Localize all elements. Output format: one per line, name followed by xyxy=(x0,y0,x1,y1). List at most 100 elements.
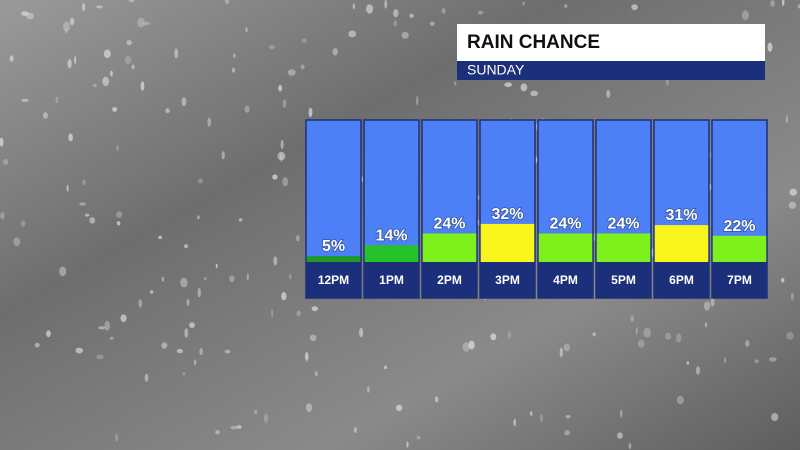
raindrop xyxy=(406,441,409,448)
raindrop xyxy=(246,273,250,281)
raindrop xyxy=(128,0,135,3)
raindrop xyxy=(0,137,4,147)
raindrop xyxy=(710,298,715,307)
raindrop xyxy=(116,145,120,151)
raindrop xyxy=(788,201,797,209)
raindrop xyxy=(215,430,220,435)
raindrop xyxy=(149,290,154,294)
raindrop xyxy=(273,256,278,266)
raindrop xyxy=(109,336,114,340)
raindrop xyxy=(332,47,339,56)
category-strip xyxy=(654,262,709,298)
x-tick-label: 4PM xyxy=(553,273,578,287)
raindrop xyxy=(628,442,632,450)
raindrop xyxy=(741,10,749,21)
raindrop xyxy=(82,2,86,12)
subtitle-box xyxy=(457,61,765,80)
value-label: 5% xyxy=(322,238,345,255)
raindrop xyxy=(676,395,684,405)
x-tick-label: 3PM xyxy=(495,273,520,287)
raindrop xyxy=(665,332,672,340)
raindrop xyxy=(224,0,230,5)
x-tick-label: 6PM xyxy=(669,273,694,287)
raindrop xyxy=(186,298,190,306)
raindrop xyxy=(280,139,284,150)
chart-title: RAIN CHANCE xyxy=(467,32,600,53)
raindrop xyxy=(138,299,143,308)
raindrop xyxy=(530,90,539,97)
raindrop xyxy=(771,412,779,422)
raindrop xyxy=(110,70,113,77)
raindrop xyxy=(84,213,90,217)
raindrop xyxy=(296,234,300,242)
raindrop xyxy=(504,82,513,88)
raindrop xyxy=(790,292,794,301)
raindrop xyxy=(745,340,750,347)
raindrop xyxy=(124,56,132,64)
raindrop xyxy=(116,221,121,226)
category-strip xyxy=(422,262,477,298)
raindrop xyxy=(92,83,97,88)
raindrop xyxy=(630,314,634,323)
raindrop xyxy=(301,38,307,44)
raindrop xyxy=(34,342,40,348)
raindrop xyxy=(409,13,414,18)
raindrop xyxy=(221,151,225,160)
raindrop xyxy=(181,97,187,107)
raindrop xyxy=(69,17,75,26)
raindrop xyxy=(137,17,145,28)
raindrop xyxy=(161,276,165,282)
raindrop xyxy=(0,212,5,220)
category-strip xyxy=(712,262,767,298)
raindrop xyxy=(215,263,218,269)
raindrop xyxy=(230,425,237,430)
raindrop xyxy=(723,357,727,364)
raindrop xyxy=(529,411,533,416)
raindrop xyxy=(348,30,357,38)
raindrop xyxy=(203,277,207,281)
title-box xyxy=(457,24,765,61)
raindrop xyxy=(359,327,364,338)
raindrop xyxy=(311,306,319,312)
raindrop xyxy=(9,55,14,62)
raindrop xyxy=(74,56,77,65)
value-label: 14% xyxy=(375,227,407,244)
raindrop xyxy=(366,4,374,14)
x-tick-label: 1PM xyxy=(379,273,404,287)
raindrop xyxy=(675,333,682,343)
raindrop xyxy=(477,10,484,15)
raindrop xyxy=(513,418,517,427)
raindrop xyxy=(180,277,188,288)
x-tick-label: 12PM xyxy=(318,273,349,287)
raindrop xyxy=(46,330,51,338)
raindrop xyxy=(224,349,231,354)
raindrop xyxy=(304,352,309,362)
raindrop xyxy=(462,342,471,352)
raindrop xyxy=(277,151,286,161)
raindrop xyxy=(102,76,110,87)
raindrop xyxy=(278,84,283,92)
raindrop xyxy=(468,340,475,350)
raindrop xyxy=(26,12,35,20)
raindrop xyxy=(797,4,800,9)
raindrop xyxy=(619,409,623,419)
raindrop xyxy=(182,372,186,376)
raindrop xyxy=(539,414,544,423)
raindrop xyxy=(393,9,399,18)
raindrop xyxy=(703,301,711,311)
raindrop xyxy=(20,220,26,228)
raindrop xyxy=(617,432,623,439)
raindrop xyxy=(184,328,189,338)
chart-subtitle: SUNDAY xyxy=(467,62,525,78)
raindrop xyxy=(68,133,73,142)
raindrop xyxy=(184,244,189,249)
raindrop xyxy=(415,96,419,106)
category-strip xyxy=(538,262,593,298)
raindrop xyxy=(309,334,317,342)
value-label: 24% xyxy=(433,215,465,232)
raindrop xyxy=(770,0,775,7)
raindrop xyxy=(55,96,59,104)
raindrop xyxy=(21,11,29,16)
raindrop xyxy=(308,107,313,118)
